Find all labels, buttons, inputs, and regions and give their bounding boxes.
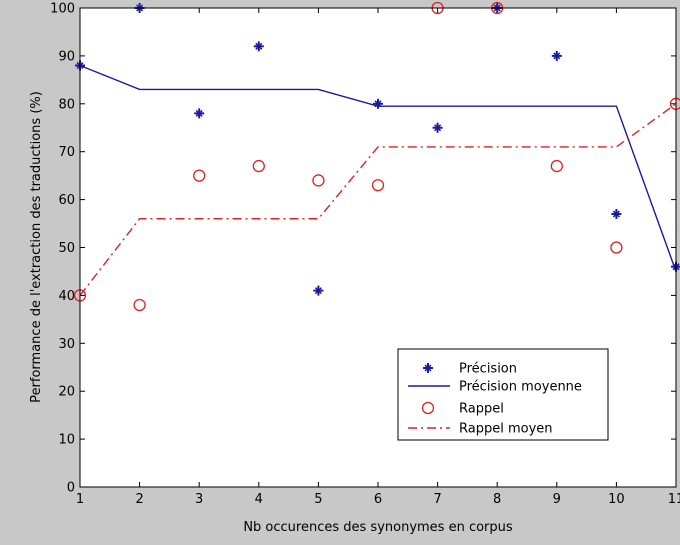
rappel-point [252,159,265,173]
x-tick-label: 6 [374,492,382,507]
x-tick-label: 5 [314,492,322,507]
x-tick-label: 11 [668,492,680,507]
y-tick-label: 80 [58,97,75,112]
x-tick-label: 7 [433,492,441,507]
y-tick-label: 30 [58,337,75,352]
x-axis-label: Nb occurences des synonymes en corpus [243,520,513,535]
y-tick-label: 60 [58,193,75,208]
rappel-point [133,298,146,312]
x-tick-label: 1 [76,492,84,507]
rappel-point [550,159,563,173]
rappel-point [193,169,206,182]
x-tick-label: 2 [135,492,143,507]
precision-point [432,122,443,133]
y-tick-label: 40 [58,289,75,304]
rappel-point [312,174,325,187]
legend-precision-marker [423,363,433,373]
legend-label: Rappel [459,402,504,417]
y-tick-label: 50 [58,241,75,256]
legend-label: Rappel moyen [459,422,553,437]
y-axis-label: Performance de l'extraction des traducti… [29,91,44,403]
precision-point [253,41,264,52]
y-tick-label: 70 [58,145,75,160]
legend-label: Précision [459,362,517,377]
precision-point [611,208,622,219]
rappel-point [371,179,385,192]
precision-point [194,108,205,119]
x-tick-label: 4 [255,492,263,507]
y-tick-label: 90 [58,49,75,64]
x-tick-label: 9 [553,492,561,507]
x-tick-label: 8 [493,492,501,507]
precision-point [313,285,324,296]
plot-frame [79,7,677,488]
y-tick-label: 10 [58,433,75,448]
legend-rappel-marker [421,401,435,415]
y-tick-label: 100 [50,2,75,17]
legend: Précision Précision moyenne Rappel Rappel m… [397,348,609,441]
legend-box [397,348,609,441]
x-tick-label: 10 [608,492,625,507]
precision-point [373,98,383,109]
legend-label: Précision moyenne [459,380,582,395]
y-tick-label: 0 [67,481,75,496]
x-tick-label: 3 [195,492,203,507]
y-tick-label: 20 [58,385,75,400]
rappel-point [610,241,623,254]
precision-point [551,50,562,61]
rappel-moyen-line [79,103,677,296]
